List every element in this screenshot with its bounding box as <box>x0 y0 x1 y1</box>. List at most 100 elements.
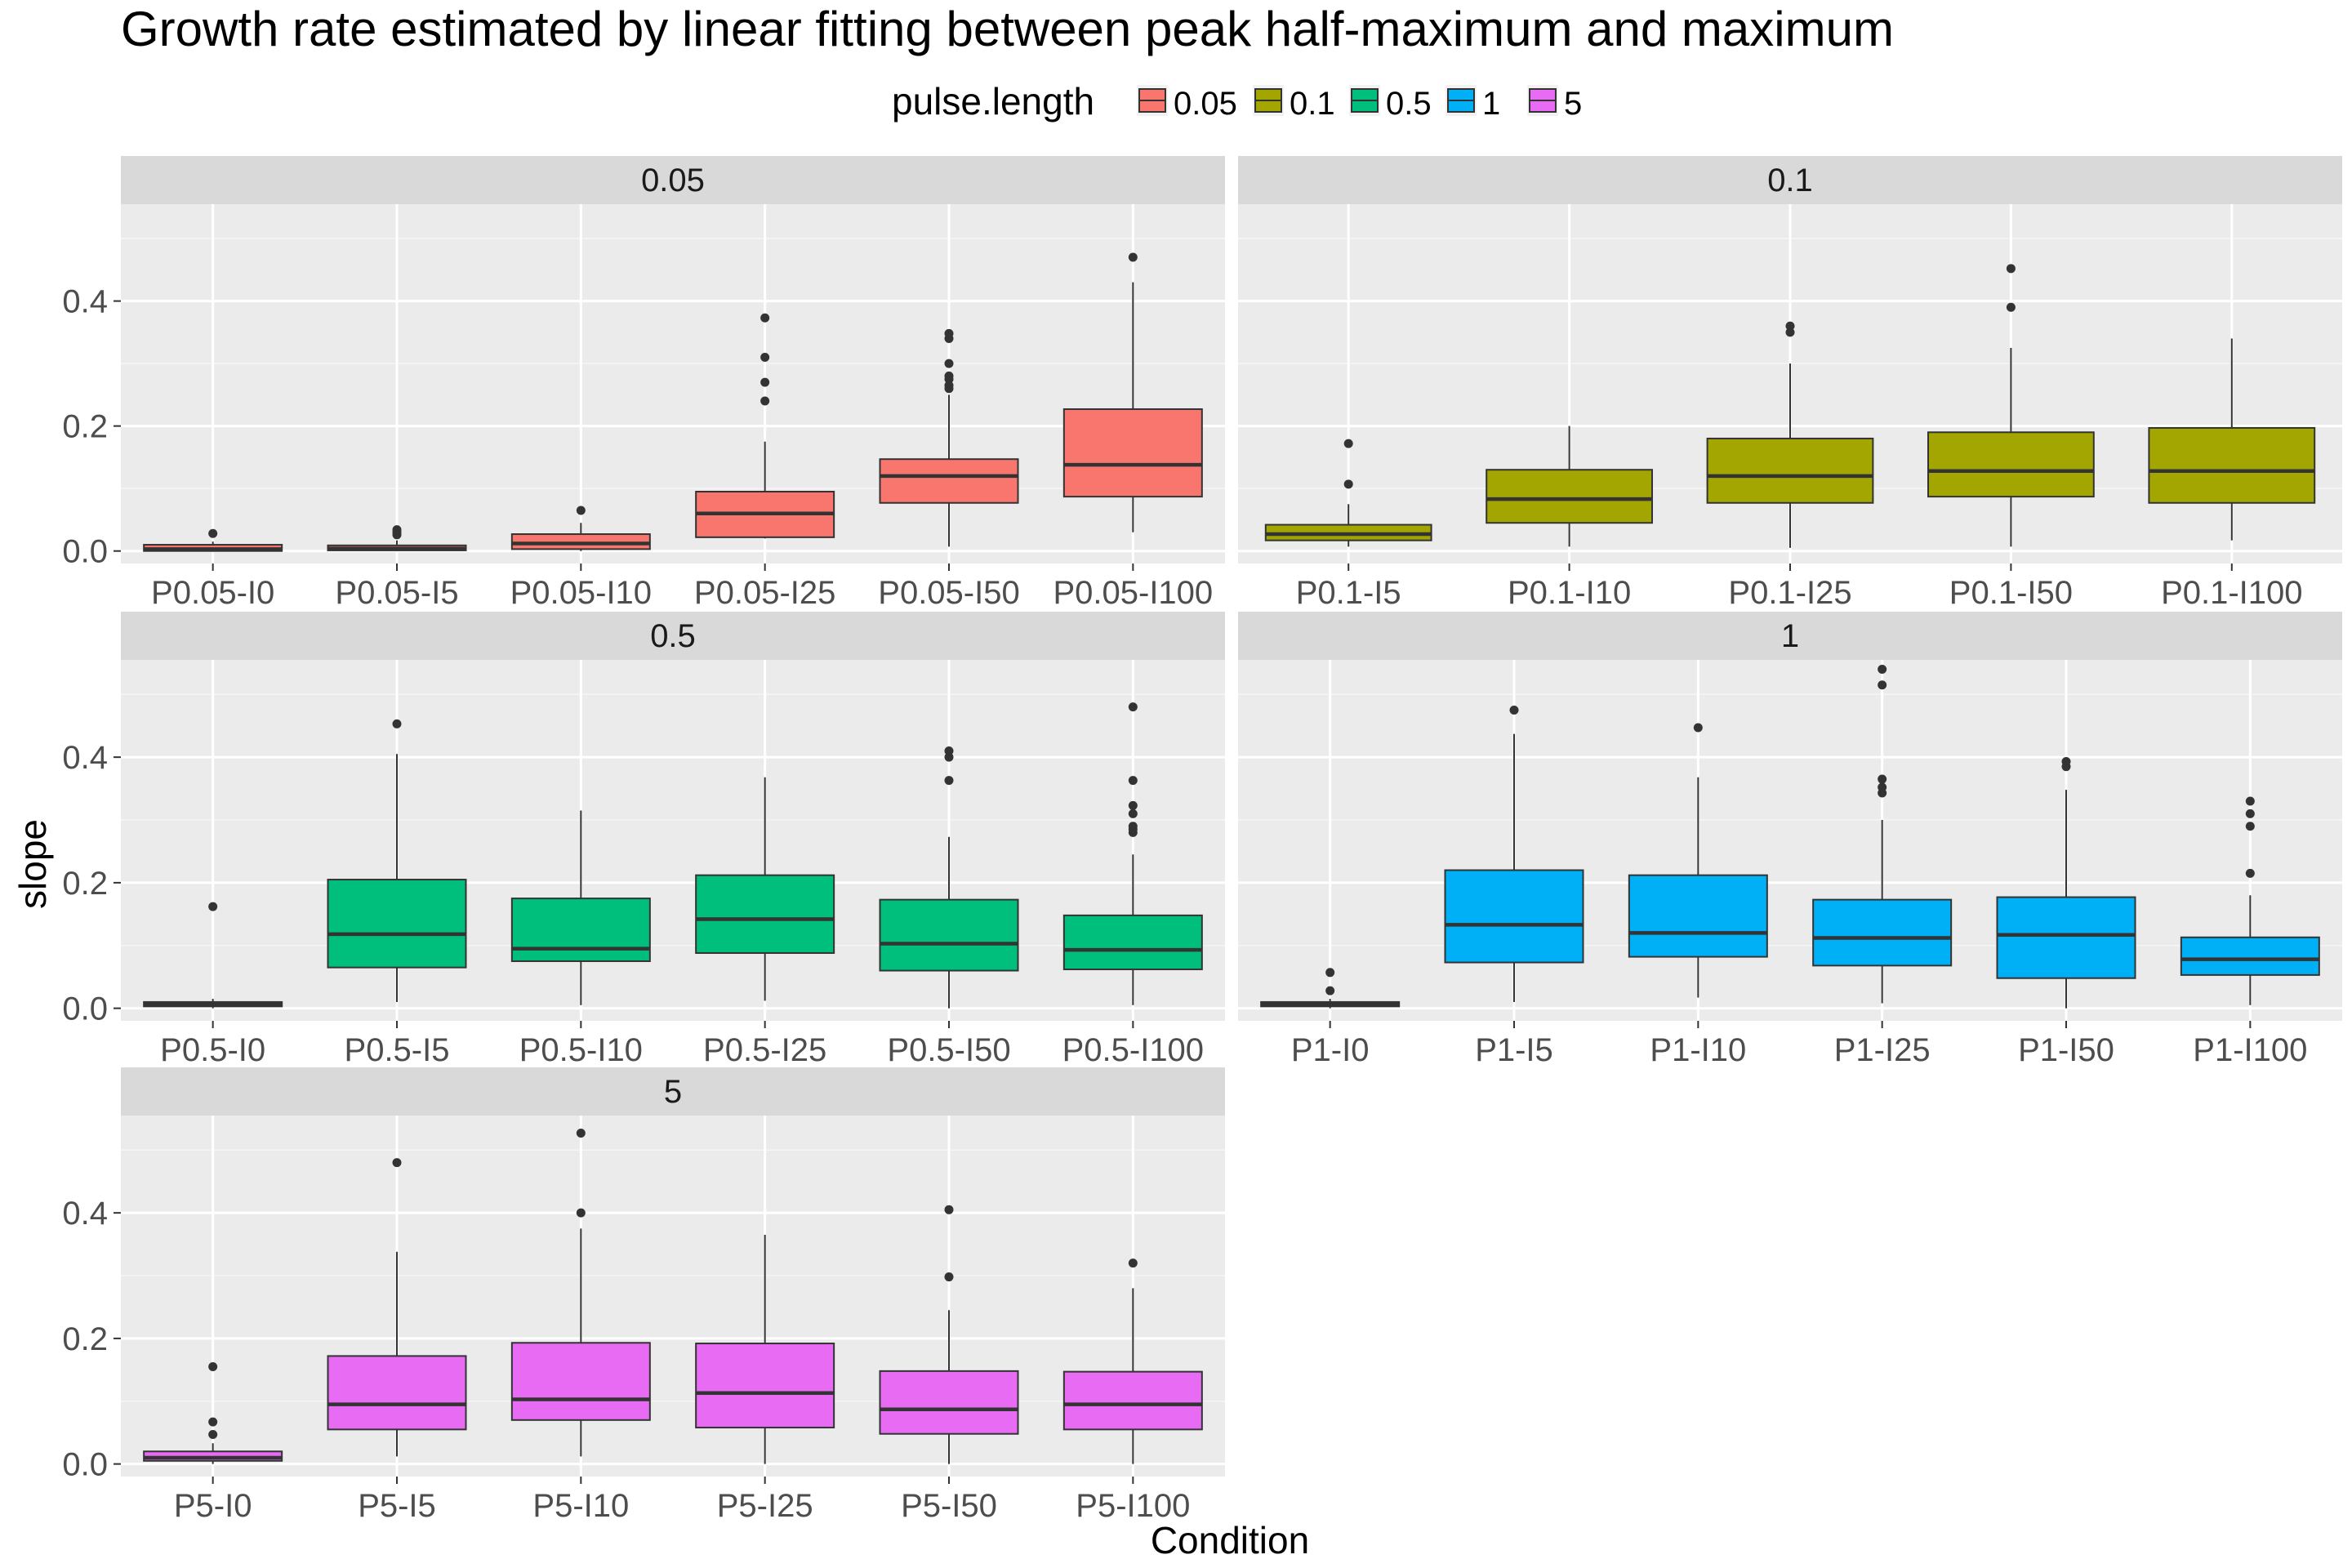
box-body <box>1628 874 1768 958</box>
outlier-point <box>944 359 954 368</box>
outlier-point <box>392 1158 402 1168</box>
box <box>1486 425 1653 547</box>
outlier-point <box>944 746 954 755</box>
outlier-point <box>2245 796 2255 806</box>
plot-background <box>121 1116 1225 1477</box>
facet-strip-label: 1 <box>1781 618 1799 654</box>
box-body <box>1062 914 1203 970</box>
box-body <box>695 1343 835 1429</box>
box-body <box>1486 469 1653 524</box>
legend-label: 1 <box>1482 86 1500 122</box>
outlier-point <box>2006 264 2016 274</box>
outlier-point <box>1785 321 1795 331</box>
legend-item: 0.05 <box>1137 85 1237 122</box>
outlier-point <box>1878 782 1887 792</box>
x-tick-label: P1-I0 <box>1291 1032 1370 1068</box>
outlier-point <box>944 776 954 786</box>
y-tick-label: 0.4 <box>62 1196 108 1232</box>
x-tick-label: P0.5-I100 <box>1062 1032 1204 1068</box>
legend-item: 1 <box>1446 85 1500 122</box>
box-body <box>327 879 467 969</box>
box <box>1062 702 1203 1005</box>
legend-label: 0.1 <box>1290 86 1335 122</box>
legend-label: 0.5 <box>1386 86 1432 122</box>
x-tick-label: P5-I0 <box>174 1488 252 1524</box>
legend-label: 0.05 <box>1174 86 1237 122</box>
outlier-point <box>2061 757 2071 767</box>
outlier-point <box>944 752 954 762</box>
plot-background <box>1238 660 2342 1021</box>
box <box>695 777 835 1001</box>
outlier-point <box>944 328 954 338</box>
box-body <box>1062 408 1203 498</box>
box <box>1927 264 2095 547</box>
x-tick-label: P0.1-I25 <box>1728 575 1851 611</box>
outlier-point <box>1325 986 1335 996</box>
outlier-point <box>392 525 402 535</box>
x-tick-label: P1-I10 <box>1650 1032 1746 1068</box>
facet-strip <box>121 156 1225 204</box>
box-body <box>1812 898 1953 967</box>
y-tick-label: 0.2 <box>62 866 108 902</box>
box-body <box>879 1370 1019 1435</box>
legend-title: pulse.length <box>892 80 1094 122</box>
facet-strip-label: 0.1 <box>1767 163 1813 198</box>
box <box>2148 338 2316 541</box>
x-tick-label: P0.5-I25 <box>703 1032 826 1068</box>
y-tick-label: 0.4 <box>62 284 108 320</box>
x-tick-label: P5-I10 <box>532 1488 629 1524</box>
box <box>510 1129 651 1457</box>
y-tick-label: 0.0 <box>62 534 108 570</box>
outlier-point <box>944 371 954 381</box>
facet-panel: 0.5 P0.5-I0 P0.5-I5 P0.5-I10 P0.5-I25 P0.5-I5… <box>62 612 1225 1068</box>
outlier-point <box>2245 822 2255 831</box>
x-tick-label: P0.05-I50 <box>878 575 1019 611</box>
x-tick-label: P1-I100 <box>2193 1032 2307 1068</box>
box <box>510 810 651 1005</box>
x-tick-label: P0.5-I0 <box>160 1032 265 1068</box>
box <box>1062 1258 1203 1464</box>
box <box>143 1361 283 1464</box>
box-body <box>1062 1370 1203 1431</box>
outlier-point <box>208 1361 218 1371</box>
y-tick-label: 0.2 <box>62 1321 108 1357</box>
y-tick-label: 0.0 <box>62 1447 108 1483</box>
chart-title: Growth rate estimated by linear fitting … <box>121 2 1894 56</box>
box-body <box>510 898 651 962</box>
box <box>1812 665 1953 1004</box>
outlier-point <box>1343 479 1353 489</box>
y-tick-label: 0.2 <box>62 409 108 445</box>
y-axis-label: slope <box>11 819 54 909</box>
box <box>1628 723 1768 998</box>
box-body <box>1927 431 2095 498</box>
outlier-point <box>576 506 586 515</box>
outlier-point <box>392 719 402 728</box>
box <box>879 746 1019 1009</box>
x-tick-label: P0.05-I25 <box>694 575 835 611</box>
legend-label: 5 <box>1564 86 1582 122</box>
box <box>2180 796 2320 1005</box>
outlier-point <box>2245 808 2255 818</box>
x-tick-label: P0.05-I10 <box>510 575 652 611</box>
outlier-point <box>2245 868 2255 878</box>
box <box>510 506 651 551</box>
outlier-point <box>760 377 770 387</box>
outlier-point <box>1128 702 1138 712</box>
box <box>327 1158 467 1457</box>
outlier-point <box>1128 808 1138 818</box>
box-body <box>1996 896 2136 979</box>
box <box>1264 439 1432 547</box>
facet-panel: 0.05 P0.05-I0 P0.05-I5 P0.05-I10 P0.05-I25 P0… <box>62 156 1225 611</box>
x-tick-label: P5-I5 <box>358 1488 436 1524</box>
outlier-point <box>760 352 770 362</box>
box <box>327 719 467 1002</box>
plot-background <box>121 204 1225 564</box>
facet-strip-label: 0.5 <box>650 618 696 654</box>
box <box>695 313 835 539</box>
x-axis-label: Condition <box>1151 1519 1309 1561</box>
box <box>879 328 1019 547</box>
outlier-point <box>760 396 770 406</box>
box <box>695 1235 835 1464</box>
box-body <box>2180 936 2320 976</box>
